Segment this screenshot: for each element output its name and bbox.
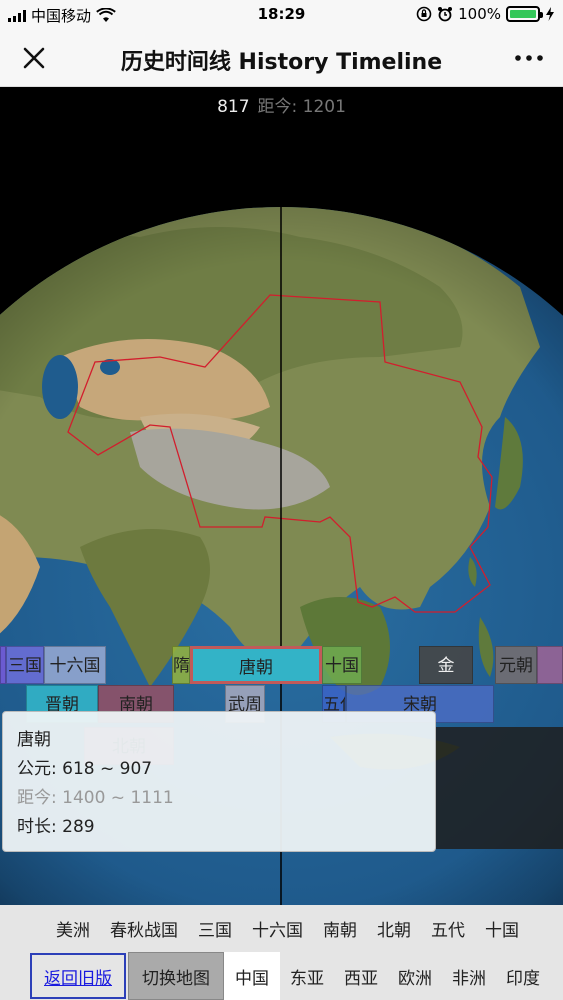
tooltip-duration: 时长: 289 [17,817,95,837]
category-five-dynasties[interactable]: 五代 [431,921,465,941]
dynasty-sixteen-kingdoms[interactable]: 十六国 [44,646,106,684]
close-icon[interactable] [18,42,50,74]
category-spring-autumn[interactable]: 春秋战国 [110,921,178,941]
region-india[interactable]: 印度 [506,968,540,989]
rotation-lock-icon [416,6,432,22]
map-right-band [436,727,563,849]
dynasty-three-kingdoms[interactable]: 三国 [6,646,44,684]
region-china[interactable]: 中国 [224,952,280,1000]
dynasty-bar[interactable] [0,646,6,684]
dynasty-sui[interactable]: 隋朝 [172,646,190,684]
dynasty-tang[interactable]: 唐朝 [190,646,322,684]
wifi-icon [96,8,116,22]
signal-icon [8,9,26,22]
switch-map-button[interactable]: 切换地图 [128,952,224,1000]
category-northern[interactable]: 北朝 [377,921,411,941]
tang-border [67,294,493,613]
dynasty-bar[interactable] [537,646,563,684]
year-value: 817 [217,97,250,117]
status-bar: 中国移动 18:29 100% [0,0,563,30]
status-time: 18:29 [257,5,306,23]
region-east-asia[interactable]: 东亚 [290,968,324,989]
dynasty-tooltip: 唐朝 公元: 618 ~ 907 距今: 1400 ~ 1111 时长: 289 [2,711,436,852]
category-sixteen-kingdoms[interactable]: 十六国 [252,921,303,941]
old-version-button[interactable]: 返回旧版 [30,953,126,999]
dynasty-jin[interactable]: 金 [419,646,473,684]
more-icon[interactable] [513,44,545,72]
year-distance: 距今: 1201 [257,97,346,117]
charging-icon [546,7,554,21]
carrier-label: 中国移动 [31,7,92,25]
tooltip-years: 公元: 618 ~ 907 [17,759,153,779]
dynasty-yuan[interactable]: 元朝 [495,646,537,684]
region-africa[interactable]: 非洲 [452,968,486,989]
bottom-bar: 返回旧版 切换地图 中国 东亚 西亚 欧洲 非洲 印度 [0,952,563,1000]
battery-percent: 100% [458,5,501,23]
page-title: 历史时间线 History Timeline [120,50,443,75]
tooltip-ago: 距今: 1400 ~ 1111 [17,788,174,808]
tooltip-name: 唐朝 [17,730,51,750]
category-three-kingdoms[interactable]: 三国 [198,921,232,941]
category-bar: 美洲 春秋战国 三国 十六国 南朝 北朝 五代 十国 [0,905,563,952]
dynasty-ten-kingdoms[interactable]: 十国 [322,646,362,684]
category-southern[interactable]: 南朝 [323,921,357,941]
year-readout: 817 距今: 1201 [0,92,563,117]
alarm-icon [438,7,453,22]
status-right: 100% [416,5,555,23]
region-europe[interactable]: 欧洲 [398,968,432,989]
status-left: 中国移动 [8,5,116,26]
nav-bar: 历史时间线 History Timeline [0,30,563,87]
category-americas[interactable]: 美洲 [56,921,90,941]
region-west-asia[interactable]: 西亚 [344,968,378,989]
battery-icon [506,6,543,22]
category-ten-kingdoms[interactable]: 十国 [485,921,519,941]
